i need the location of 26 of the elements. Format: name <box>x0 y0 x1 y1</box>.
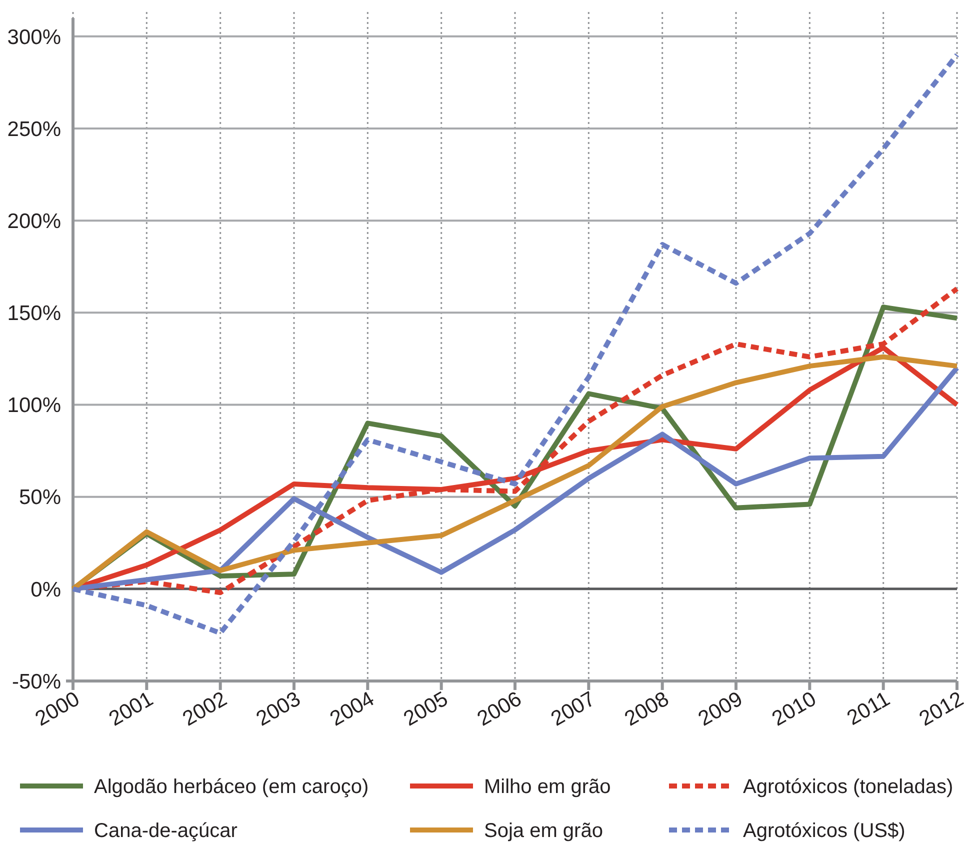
x-tick-label: 2003 <box>252 687 304 731</box>
y-tick-label: 0% <box>30 578 61 602</box>
legend-label: Soja em grão <box>484 820 603 842</box>
y-tick-label: 200% <box>7 210 61 233</box>
x-tick-label: 2011 <box>843 687 894 730</box>
x-tick-label: 2008 <box>620 687 673 731</box>
y-tick-label: 300% <box>7 26 61 49</box>
x-tick-label: 2009 <box>694 687 746 731</box>
legend-label: Cana-de-açúcar <box>94 820 238 842</box>
x-tick-label: 2010 <box>768 687 820 731</box>
legend-label: Agrotóxicos (US$) <box>743 820 906 842</box>
y-tick-label: 50% <box>18 486 61 510</box>
x-tick-label: 2005 <box>400 687 452 731</box>
y-tick-label: 150% <box>7 302 61 326</box>
x-tick-label: 2012 <box>916 687 968 731</box>
x-tick-label: 2004 <box>326 687 378 731</box>
x-tick-label: 2006 <box>474 687 526 731</box>
y-tick-label: -50% <box>12 670 61 694</box>
y-tick-label: 250% <box>7 118 61 141</box>
x-tick-label: 2002 <box>178 687 231 731</box>
legend-label: Agrotóxicos (toneladas) <box>743 776 954 798</box>
legend-label: Milho em grão <box>484 776 611 798</box>
y-tick-label: 100% <box>7 394 61 418</box>
x-tick-label: 2007 <box>547 687 600 731</box>
x-tick-label: 2001 <box>105 687 158 731</box>
legend-label: Algodão herbáceo (em caroço) <box>94 776 369 798</box>
